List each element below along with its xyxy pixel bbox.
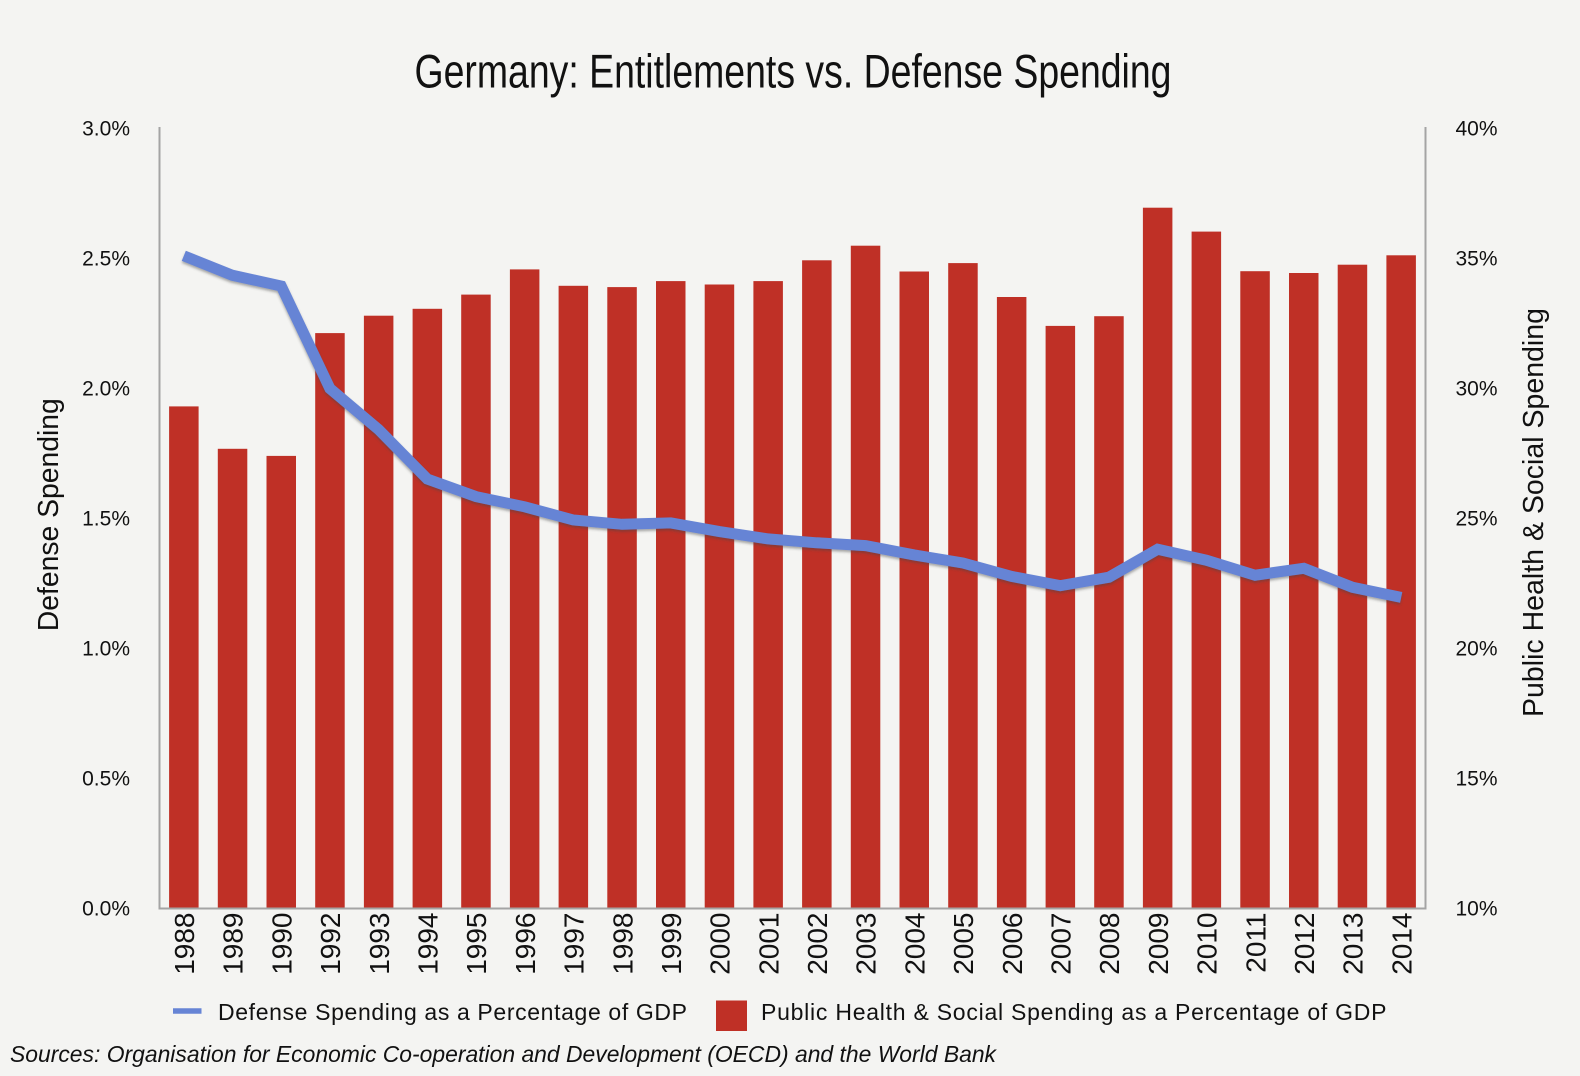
svg-text:1998: 1998 — [607, 913, 638, 975]
svg-text:2014: 2014 — [1386, 913, 1417, 975]
svg-text:Defense Spending as a Percenta: Defense Spending as a Percentage of GDP — [218, 999, 687, 1025]
svg-text:2004: 2004 — [899, 913, 930, 975]
svg-text:1994: 1994 — [413, 913, 444, 975]
svg-text:1.5%: 1.5% — [82, 508, 130, 531]
svg-text:1999: 1999 — [656, 913, 687, 975]
svg-text:25%: 25% — [1456, 508, 1498, 531]
svg-text:2.0%: 2.0% — [82, 378, 130, 401]
svg-text:1993: 1993 — [364, 913, 395, 975]
svg-text:2001: 2001 — [753, 913, 784, 975]
svg-text:2013: 2013 — [1338, 913, 1369, 975]
svg-text:30%: 30% — [1456, 378, 1498, 401]
svg-text:2006: 2006 — [997, 913, 1028, 975]
svg-text:1996: 1996 — [510, 913, 541, 975]
svg-text:Germany: Entitlements vs. Defe: Germany: Entitlements vs. Defense Spendi… — [415, 45, 1172, 98]
svg-text:2011: 2011 — [1240, 913, 1271, 973]
svg-text:20%: 20% — [1456, 638, 1498, 661]
svg-text:Public Health & Social Spendin: Public Health & Social Spending — [1518, 308, 1550, 717]
svg-text:1.0%: 1.0% — [82, 638, 130, 661]
svg-text:1989: 1989 — [218, 913, 249, 975]
svg-text:2003: 2003 — [851, 913, 882, 975]
svg-text:3.0%: 3.0% — [82, 118, 130, 141]
svg-text:Defense Spending: Defense Spending — [33, 398, 65, 631]
svg-text:1988: 1988 — [169, 913, 200, 975]
svg-text:2.5%: 2.5% — [82, 248, 130, 271]
svg-text:2000: 2000 — [705, 913, 736, 975]
svg-text:10%: 10% — [1456, 898, 1498, 921]
svg-text:2002: 2002 — [802, 913, 833, 975]
svg-text:2007: 2007 — [1046, 913, 1077, 975]
svg-text:1997: 1997 — [559, 913, 590, 975]
svg-text:Sources: Organisation for Econ: Sources: Organisation for Economic Co-op… — [10, 1041, 997, 1067]
svg-text:0.0%: 0.0% — [82, 898, 130, 921]
svg-text:35%: 35% — [1456, 248, 1498, 271]
svg-text:2008: 2008 — [1094, 913, 1125, 975]
svg-text:2010: 2010 — [1192, 913, 1223, 975]
svg-text:2012: 2012 — [1289, 913, 1320, 975]
svg-text:2009: 2009 — [1143, 913, 1174, 975]
svg-text:1995: 1995 — [461, 913, 492, 975]
svg-text:Public Health & Social Spendin: Public Health & Social Spending as a Per… — [761, 999, 1387, 1025]
svg-text:2005: 2005 — [948, 913, 979, 975]
svg-text:1992: 1992 — [315, 913, 346, 975]
svg-text:40%: 40% — [1456, 118, 1498, 141]
svg-text:15%: 15% — [1456, 768, 1498, 791]
svg-text:1990: 1990 — [266, 913, 297, 975]
svg-text:0.5%: 0.5% — [82, 768, 130, 791]
